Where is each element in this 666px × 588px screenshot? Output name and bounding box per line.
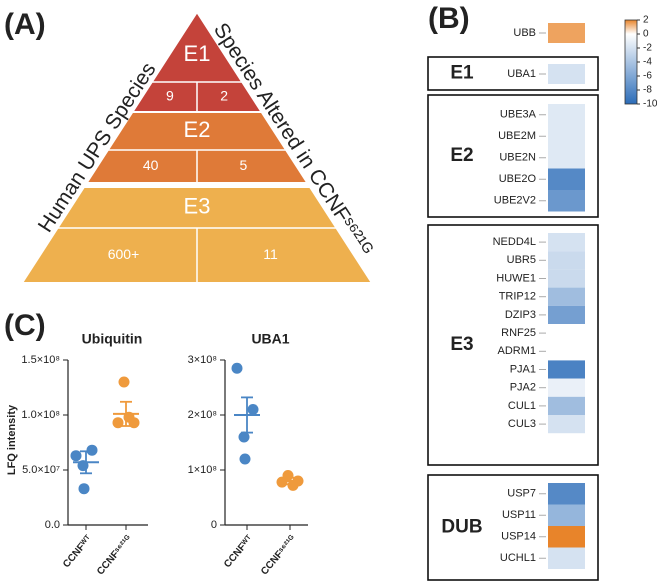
x-tick-label: CCNFˢ⁶²¹ᴳ (259, 534, 298, 578)
row-label: ADRM1 (497, 345, 536, 357)
tier-count-human: 9 (166, 88, 174, 104)
tier-count-altered: 2 (220, 88, 228, 104)
heat-cell (548, 125, 585, 147)
tier-count-human: 600+ (108, 246, 140, 262)
heat-cell (548, 504, 585, 526)
row-label: UBE2O (499, 173, 537, 185)
row-label: UBE2V2 (494, 195, 536, 207)
row-label: PJA2 (510, 382, 536, 394)
group-label: DUB (441, 517, 482, 538)
colorbar-tick-label: -2 (643, 43, 652, 54)
group-label: E3 (450, 334, 473, 355)
heat-cell (548, 483, 585, 505)
x-tick-label: CCNFˢ⁶²¹ᴳ (95, 534, 134, 578)
heat-cell (548, 305, 585, 324)
data-point (238, 431, 250, 443)
chart-title: UBA1 (251, 331, 289, 347)
row-label: CUL3 (508, 418, 536, 430)
y-tick-label: 1×10⁸ (188, 464, 217, 476)
pyramid-tier (84, 111, 310, 184)
row-label: UBB (513, 27, 536, 39)
panel-label: (A) (4, 8, 46, 41)
tier-name: E1 (184, 41, 211, 66)
group-box (427, 56, 599, 91)
heat-cell (548, 526, 585, 548)
data-point (118, 376, 130, 388)
group-box (427, 224, 599, 466)
y-tick-label: 0.0 (45, 519, 60, 531)
data-point (247, 404, 259, 415)
row-label: UCHL1 (500, 552, 536, 564)
colorbar (624, 19, 638, 105)
row-label: TRIP12 (499, 291, 536, 303)
tier-count-altered: 5 (239, 157, 247, 173)
y-tick-label: 0 (211, 519, 217, 531)
y-tick-label: 3×10⁸ (188, 354, 217, 366)
heat-cell (548, 415, 585, 434)
row-label: UBE2N (499, 152, 536, 164)
row-label: UBR5 (507, 254, 536, 266)
colorbar-tick-label: 2 (643, 15, 649, 26)
data-point (86, 444, 98, 456)
row-label: NEDD4L (493, 236, 536, 248)
tier-name: E2 (184, 117, 211, 142)
row-label: USP7 (507, 488, 536, 500)
heat-cell (548, 190, 585, 212)
row-label: USP14 (501, 531, 536, 543)
heat-cell (548, 378, 585, 397)
y-tick-label: 1.0×10⁸ (21, 409, 60, 421)
group-label: E2 (450, 145, 473, 166)
x-tick-label: CCNFᵂᵀ (61, 533, 95, 570)
heat-cell (548, 396, 585, 415)
heat-cell (548, 147, 585, 169)
heat-cell (548, 287, 585, 306)
tier-name: E3 (184, 193, 211, 218)
heat-cell (548, 360, 585, 379)
colorbar-tick-label: -8 (643, 85, 652, 96)
colorbar-tick-label: -4 (643, 57, 652, 68)
y-tick-label: 5.0×10⁷ (22, 464, 60, 476)
tier-count-human: 40 (143, 157, 159, 173)
data-point (239, 453, 251, 465)
heat-cell (548, 64, 585, 84)
row-label: RNF25 (501, 327, 536, 339)
row-label: UBE2M (498, 130, 536, 142)
heat-cell (548, 269, 585, 288)
heat-cell (548, 251, 585, 270)
tier-count-altered: 11 (263, 246, 278, 262)
heat-cell (548, 23, 585, 43)
group-label: E1 (450, 63, 474, 84)
y-tick-label: 1.5×10⁸ (21, 354, 60, 366)
colorbar-tick-label: -6 (643, 71, 652, 82)
heat-cell (548, 233, 585, 252)
x-tick-label: CCNFᵂᵀ (222, 533, 256, 570)
row-label: CUL1 (508, 400, 536, 412)
y-tick-label: 2×10⁸ (188, 409, 217, 421)
heat-cell (548, 168, 585, 190)
data-point (70, 450, 82, 462)
heat-cell (548, 547, 585, 569)
panel-label: (B) (428, 2, 470, 35)
colorbar-tick-label: -10 (643, 99, 658, 110)
row-label: UBE3A (500, 109, 537, 121)
row-label: PJA1 (510, 363, 536, 375)
group-box (427, 94, 599, 218)
row-label: USP11 (502, 509, 536, 521)
data-point (231, 362, 243, 374)
heat-cell (548, 104, 585, 126)
row-label: DZIP3 (505, 309, 536, 321)
group-box (427, 474, 599, 581)
data-point (78, 483, 90, 495)
chart-title: Ubiquitin (82, 331, 143, 347)
row-label: UBA1 (507, 68, 536, 80)
y-axis-label: LFQ intensity (6, 404, 18, 475)
colorbar-tick-label: 0 (643, 29, 649, 40)
row-label: HUWE1 (496, 272, 536, 284)
panel-label: (C) (4, 309, 46, 342)
